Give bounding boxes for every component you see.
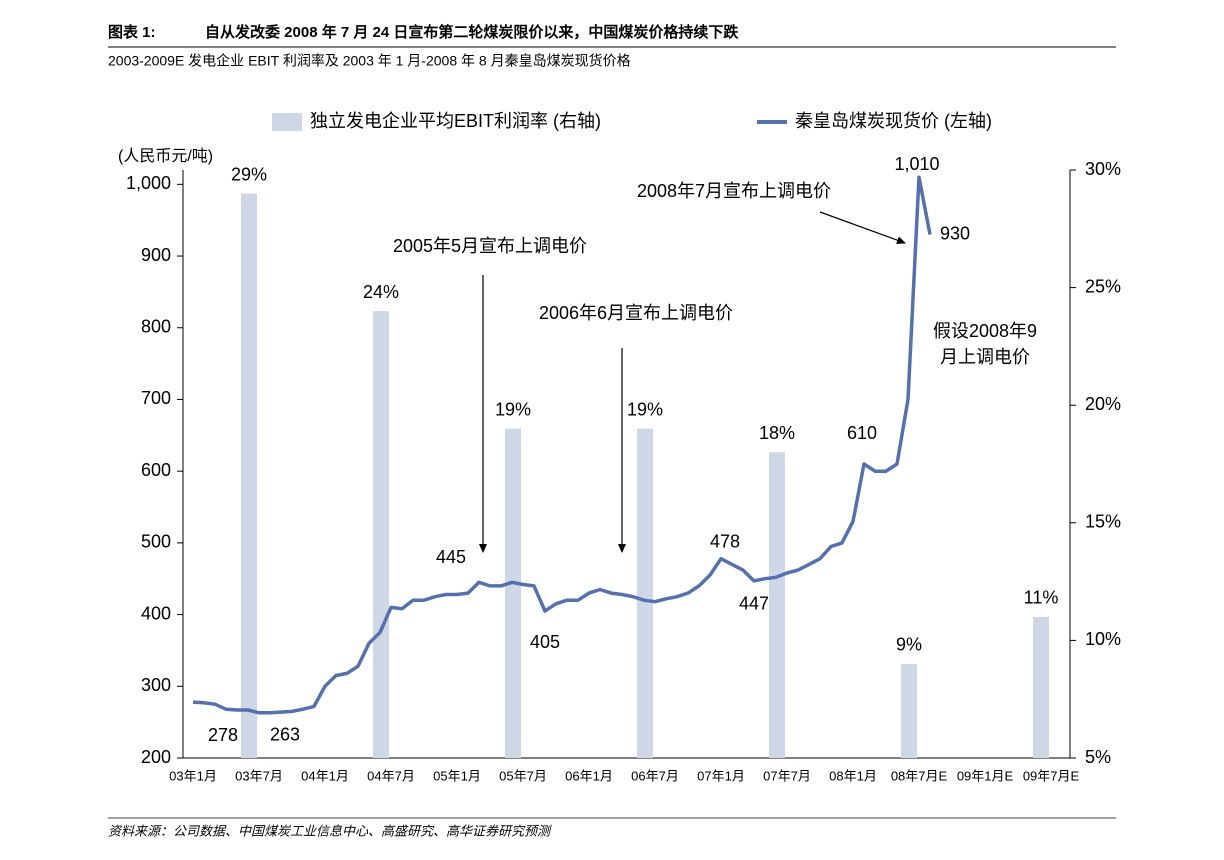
x-tick-label: 05年1月 [433, 768, 481, 783]
x-tick-label: 06年1月 [565, 768, 613, 783]
price-line [192, 175, 932, 715]
x-tick-label: 03年1月 [169, 768, 217, 783]
x-tick-label: 07年1月 [697, 768, 745, 783]
x-tick-label: 07年7月 [763, 768, 811, 783]
x-tick-label: 09年1月E [957, 768, 1014, 783]
bar [769, 452, 785, 758]
y2-tick-label: 25% [1085, 276, 1121, 296]
y-axis-label: (人民币元/吨) [118, 147, 213, 165]
bar [901, 663, 917, 758]
bar-value-label: 29% [231, 164, 267, 184]
x-tick-label: 04年7月 [367, 768, 415, 783]
x-tick-label: 08年7月E [891, 768, 948, 783]
chart-title: 自从发改委 2008 年 7 月 24 日宣布第二轮煤炭限价以来，中国煤炭价格持… [205, 23, 739, 41]
x-tick-label: 05年7月 [499, 768, 547, 783]
x-tick-label: 08年1月 [829, 768, 877, 783]
line-value-label: 405 [530, 632, 560, 652]
y-tick-label: 500 [141, 532, 171, 552]
y-tick-label: 200 [141, 747, 171, 767]
figure-label: 图表 1: [108, 23, 156, 41]
y-tick-label: 800 [141, 317, 171, 337]
annotation: 假设2008年9 [933, 321, 1037, 341]
bar-value-label: 24% [363, 282, 399, 302]
bar [373, 311, 389, 758]
legend-label: 独立发电企业平均EBIT利润率 (右轴) [310, 111, 601, 131]
bar [241, 193, 257, 758]
bar [1033, 616, 1049, 758]
x-tick-label: 03年7月 [235, 768, 283, 783]
annotation: 月上调电价 [940, 347, 1030, 367]
annotation-arrow [819, 211, 906, 245]
annotation: 2008年7月宣布上调电价 [637, 181, 831, 201]
legend-label: 秦皇岛煤炭现货价 (左轴) [795, 111, 992, 131]
y-tick-label: 300 [141, 675, 171, 695]
line-value-label: 278 [208, 725, 238, 745]
line-value-label: 263 [270, 725, 300, 745]
bar-value-label: 19% [495, 399, 531, 419]
line-value-label: 447 [739, 594, 769, 614]
bar-value-label: 11% [1024, 588, 1059, 608]
line-value-label: 610 [847, 423, 877, 443]
legend-swatch [272, 113, 302, 131]
annotation: 2005年5月宣布上调电价 [393, 236, 587, 256]
x-tick-label: 06年7月 [631, 768, 679, 783]
y-tick-label: 1,000 [126, 173, 171, 193]
line-value-label: 1,010 [894, 154, 939, 174]
line-value-label: 930 [940, 223, 970, 243]
x-tick-label: 04年1月 [301, 768, 349, 783]
y-tick-label: 700 [141, 388, 171, 408]
annotation: 2006年6月宣布上调电价 [539, 303, 733, 323]
y2-tick-label: 30% [1085, 159, 1121, 179]
y2-tick-label: 15% [1085, 512, 1121, 532]
y2-tick-label: 10% [1085, 629, 1121, 649]
y-tick-label: 900 [141, 245, 171, 265]
bar-value-label: 9% [896, 635, 922, 655]
source-note: 资料来源：公司数据、中国煤炭工业信息中心、高盛研究、高华证券研究预测 [108, 823, 552, 838]
chart-subtitle: 2003-2009E 发电企业 EBIT 利润率及 2003 年 1 月-200… [108, 53, 631, 69]
line-value-label: 478 [710, 531, 740, 551]
y-tick-label: 600 [141, 460, 171, 480]
line-value-label: 445 [436, 547, 466, 567]
x-tick-label: 09年7月E [1023, 768, 1080, 783]
bar [637, 428, 653, 758]
bar-value-label: 19% [627, 399, 663, 419]
bar [505, 428, 521, 758]
y-tick-label: 400 [141, 603, 171, 623]
bar-value-label: 18% [759, 423, 795, 443]
y2-tick-label: 20% [1085, 394, 1121, 414]
y2-tick-label: 5% [1085, 747, 1111, 767]
